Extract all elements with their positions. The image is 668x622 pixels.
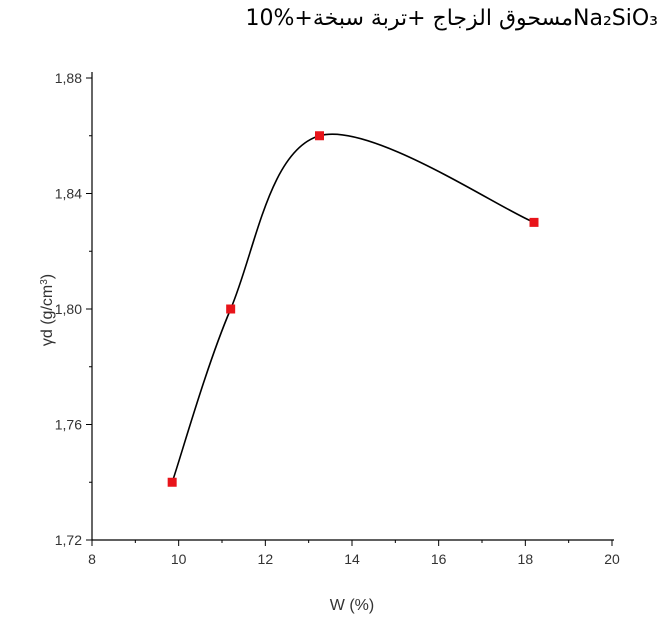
x-tick-label: 18 <box>518 551 534 567</box>
data-points <box>167 131 539 487</box>
y-tick-label: 1,76 <box>55 417 82 433</box>
x-tick-label: 10 <box>171 551 187 567</box>
y-axis-ticks: 1,72 1,76 1,80 1,84 1,88 <box>55 70 92 548</box>
x-tick-label: 20 <box>604 551 620 567</box>
x-tick-label: 8 <box>88 551 96 567</box>
y-axis-label: γd (g/cm3) <box>39 274 57 346</box>
y-tick-label: 1,72 <box>55 532 82 548</box>
data-point <box>315 131 324 141</box>
data-point <box>226 304 236 314</box>
x-tick-label: 16 <box>431 551 447 567</box>
x-axis-label: W (%) <box>330 597 374 614</box>
x-tick-label: 14 <box>344 551 360 567</box>
x-tick-label: 12 <box>258 551 274 567</box>
y-axis-label-close: ) <box>39 274 56 279</box>
y-axis-label-superscript: 3 <box>39 279 50 285</box>
x-axis-ticks: 8 10 12 14 16 18 20 <box>88 540 620 567</box>
y-axis-label-main: γd (g/cm <box>39 285 56 346</box>
data-point <box>167 477 177 487</box>
plot-frame <box>91 72 614 541</box>
y-tick-label: 1,80 <box>55 301 82 317</box>
fitted-curve <box>171 133 535 483</box>
y-tick-label: 1,88 <box>55 70 82 86</box>
y-tick-label: 1,84 <box>55 186 82 202</box>
data-point <box>529 217 539 227</box>
chart-title: مسحوق الزجاج +تربة سبخة+%10Na₂SiO₃ <box>245 6 659 31</box>
